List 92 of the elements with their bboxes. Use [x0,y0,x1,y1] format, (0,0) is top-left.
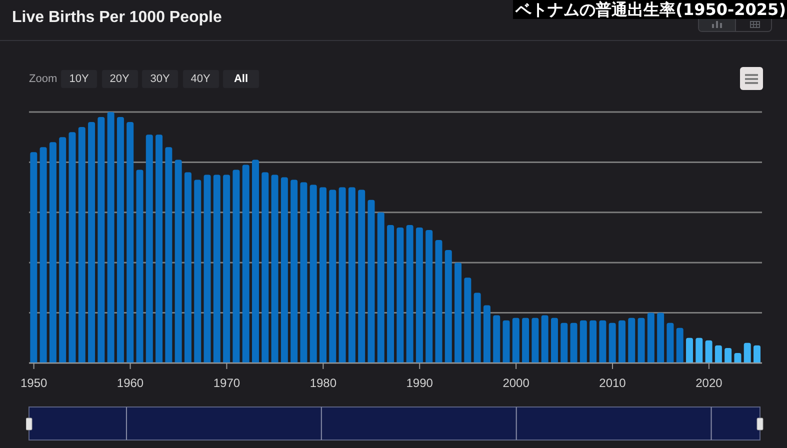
bar [387,224,394,363]
bar [126,122,134,363]
bar [638,318,645,363]
bar [396,227,404,363]
bar [49,142,56,363]
bar [522,318,530,363]
bar [252,160,259,363]
bar [560,322,568,363]
bar [502,320,510,363]
bar [483,305,490,363]
bar [184,172,192,363]
bar [512,318,520,363]
bar [628,318,636,363]
bar [696,338,703,363]
bar [271,174,278,363]
bar [30,152,38,363]
bar [59,137,66,363]
bar [116,117,124,363]
bar [358,190,366,363]
bar [444,250,452,363]
bar [204,174,211,363]
bar [686,338,693,363]
bar [136,170,144,363]
chart-subtitle: ベトナムの普通出生率(1950-2025) [512,0,787,19]
x-tick-label: 1950 [20,376,48,390]
bar [174,160,182,363]
bar [744,342,751,363]
bar [666,322,674,363]
bar [599,320,606,363]
bar [426,230,433,363]
x-tick-label: 1960 [116,376,144,390]
text: 20Y [102,70,138,88]
bar [657,312,664,363]
bar [242,164,250,363]
bar [290,180,298,363]
bar [223,174,230,363]
bar [705,340,712,363]
bar [590,320,597,363]
x-tick-label: 1980 [310,376,337,390]
text: All [223,70,259,88]
bar [724,348,732,363]
bar [406,224,414,363]
bar [98,117,105,363]
bar [262,172,269,363]
bar [734,352,742,363]
bar [329,190,336,363]
bar [435,240,442,363]
bar [416,227,423,363]
bar [608,322,616,363]
bar [310,184,317,363]
bar [676,328,684,363]
bar [68,132,76,363]
bar [146,134,153,363]
bar [300,182,308,363]
bar [194,180,202,363]
bar [320,187,326,363]
x-tick-label: 2000 [502,376,530,390]
bar [232,170,240,363]
text: 40Y [182,70,218,88]
bar [493,315,500,363]
bar [107,112,114,363]
bar [368,200,375,363]
bar [338,187,346,363]
chart-title: Live Births Per 1000 People [12,9,222,27]
bar [532,318,539,363]
bar [156,134,163,363]
bar [464,278,472,363]
bar [580,320,587,363]
bar [377,212,384,363]
bar [474,292,481,363]
x-tick-label: 1990 [406,376,434,390]
text: 30Y [142,70,178,88]
x-tick-label: 2010 [599,376,626,390]
bar [714,345,722,363]
bar [570,322,578,363]
bar [88,122,96,363]
bar [754,345,761,363]
bar [618,320,626,363]
text: 10Y [61,70,97,88]
bar [454,262,462,363]
bar [78,127,86,363]
bar [40,147,47,363]
bar [550,318,558,363]
x-tick-label: 1970 [213,376,240,390]
bar [348,187,356,363]
bar [647,312,654,363]
bar [280,177,288,363]
bar [165,147,172,363]
bar [213,174,220,363]
text: Zoom [29,72,58,86]
x-tick-label: 2020 [696,376,723,390]
bar [541,315,548,363]
